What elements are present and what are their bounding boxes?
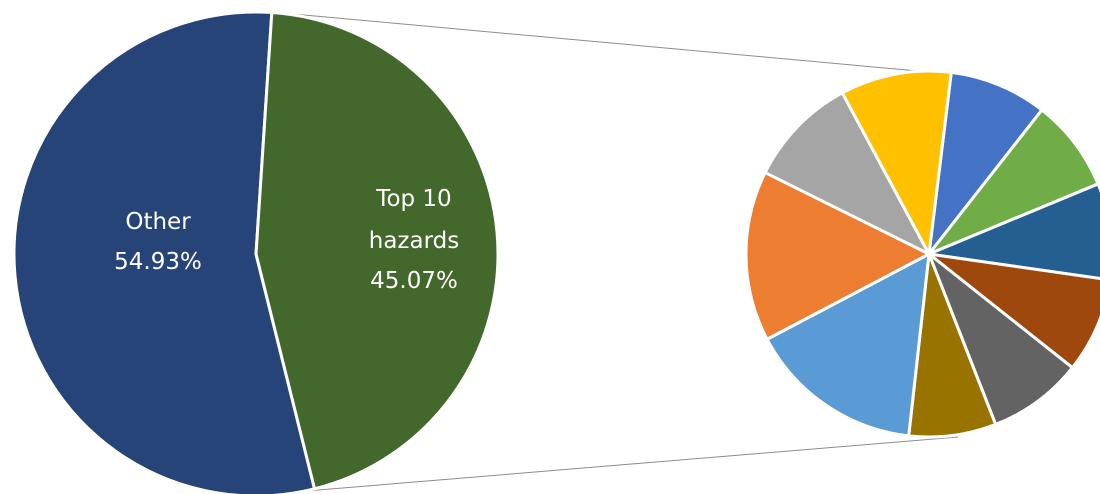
detail-pie-slice-10 [840, 69, 953, 256]
detail-pie-slice-5 [927, 252, 1074, 426]
detail-pie-slice-3 [927, 182, 1100, 281]
top-hazards-percentage-label: 45.07% [370, 268, 458, 294]
detail-pie [744, 69, 1100, 439]
slice-labels: Other 54.93% Top 10 hazards 45.07% [114, 186, 459, 294]
connector-lines [292, 13, 959, 493]
other-label: Other [125, 209, 191, 235]
connector-line-top [292, 13, 919, 72]
top-hazards-label-line-1: Top 10 [375, 186, 451, 212]
detail-pie-slice-7 [765, 252, 931, 438]
detail-pie-slice-1 [927, 70, 1044, 256]
detail-pie-slice-9 [763, 91, 931, 256]
other-percentage-label: 54.93% [114, 249, 202, 275]
main-pie-slice-other [12, 10, 317, 494]
main-pie-slice-top-10-hazards [254, 11, 500, 491]
detail-pie-slice-2 [927, 108, 1100, 256]
connector-line-bottom [293, 436, 959, 493]
detail-pie-slice-4 [927, 252, 1100, 370]
detail-pie-slice-8 [744, 171, 931, 341]
main-pie [12, 10, 500, 494]
top-hazards-label-line-2: hazards [369, 228, 459, 254]
